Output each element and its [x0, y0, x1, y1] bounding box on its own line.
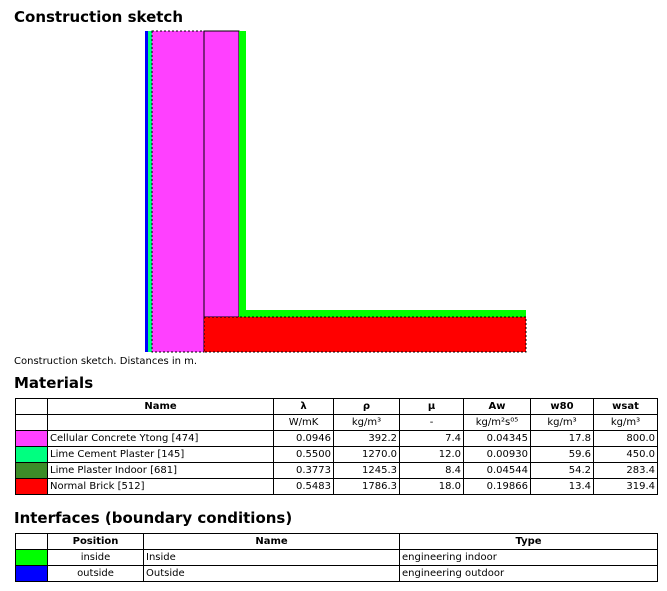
header-row: Name λ ρ μ Aw w80 wsat — [15, 398, 658, 415]
name-cell: Lime Cement Plaster [145] — [47, 446, 274, 463]
sketch-title: Construction sketch — [14, 8, 183, 26]
value-cell: 18.0 — [399, 478, 464, 495]
color-swatch — [15, 478, 48, 495]
color-swatch — [15, 549, 48, 566]
interfaces-table: Position Name Type inside Inside engineering … — [15, 533, 658, 582]
value-cell: 0.5483 — [273, 478, 334, 495]
unit-cell — [47, 414, 274, 431]
interface-cell: Outside — [143, 565, 400, 582]
interface-row: outside Outside engineering outdoor — [15, 565, 658, 582]
column-header: w80 — [530, 398, 594, 415]
value-cell: 1245.3 — [333, 462, 400, 479]
material-row: Lime Plaster Indoor [681] 0.3773 1245.3 8.4… — [15, 462, 658, 479]
interface-cell: Inside — [143, 549, 400, 566]
interfaces-title: Interfaces (boundary conditions) — [14, 509, 293, 527]
column-header: Name — [143, 533, 400, 550]
value-cell: 17.8 — [530, 430, 594, 447]
value-cell: 392.2 — [333, 430, 400, 447]
unit-cell: kg/m²s⁰⁵ — [463, 414, 531, 431]
concrete-layer — [203, 30, 240, 318]
value-cell: 0.5500 — [273, 446, 334, 463]
column-header: Type — [399, 533, 658, 550]
value-cell: 7.4 — [399, 430, 464, 447]
material-row: Cellular Concrete Ytong [474] 0.0946 392.2… — [15, 430, 658, 447]
header-row: Position Name Type — [15, 533, 658, 550]
column-header: Aw — [463, 398, 531, 415]
construction-sketch — [145, 30, 527, 353]
interface-cell: inside — [47, 549, 144, 566]
value-cell: 13.4 — [530, 478, 594, 495]
material-row: Normal Brick [512] 0.5483 1786.3 18.0 0.1986… — [15, 478, 658, 495]
name-cell: Normal Brick [512] — [47, 478, 274, 495]
inside-boundary — [239, 310, 526, 317]
column-header: Name — [47, 398, 274, 415]
swatch-header — [15, 398, 48, 415]
value-cell: 54.2 — [530, 462, 594, 479]
value-cell: 0.0946 — [273, 430, 334, 447]
material-row: Lime Cement Plaster [145] 0.5500 1270.0 12.… — [15, 446, 658, 463]
interface-row: inside Inside engineering indoor — [15, 549, 658, 566]
column-header: μ — [399, 398, 464, 415]
column-header: λ — [273, 398, 334, 415]
outside-boundary — [145, 31, 148, 352]
name-cell: Lime Plaster Indoor [681] — [47, 462, 274, 479]
color-swatch — [15, 430, 48, 447]
plaster-layer — [148, 31, 152, 352]
color-swatch — [15, 446, 48, 463]
value-cell: 450.0 — [593, 446, 658, 463]
name-cell: Cellular Concrete Ytong [474] — [47, 430, 274, 447]
value-cell: 12.0 — [399, 446, 464, 463]
value-cell: 283.4 — [593, 462, 658, 479]
value-cell: 800.0 — [593, 430, 658, 447]
unit-cell: kg/m³ — [530, 414, 594, 431]
unit-cell: - — [399, 414, 464, 431]
value-cell: 0.19866 — [463, 478, 531, 495]
value-cell: 59.6 — [530, 446, 594, 463]
unit-cell: kg/m³ — [333, 414, 400, 431]
interface-cell: outside — [47, 565, 144, 582]
units-row: W/mK kg/m³ - kg/m²s⁰⁵ kg/m³ kg/m³ — [15, 414, 658, 431]
materials-title: Materials — [14, 374, 94, 392]
concrete-layer — [151, 30, 205, 353]
column-header: wsat — [593, 398, 658, 415]
value-cell: 0.04345 — [463, 430, 531, 447]
swatch-header — [15, 533, 48, 550]
column-header: Position — [47, 533, 144, 550]
unit-cell: kg/m³ — [593, 414, 658, 431]
brick-layer — [203, 316, 527, 353]
inside-boundary — [239, 31, 246, 310]
color-swatch — [15, 462, 48, 479]
value-cell: 1270.0 — [333, 446, 400, 463]
swatch-header — [15, 414, 48, 431]
value-cell: 1786.3 — [333, 478, 400, 495]
column-header: ρ — [333, 398, 400, 415]
value-cell: 0.04544 — [463, 462, 531, 479]
materials-table: Name λ ρ μ Aw w80 wsat W/mK kg/m³ - kg/m²s⁰⁵ kg/m³ k… — [15, 398, 658, 495]
interface-cell: engineering outdoor — [399, 565, 658, 582]
unit-cell: W/mK — [273, 414, 334, 431]
value-cell: 0.00930 — [463, 446, 531, 463]
value-cell: 319.4 — [593, 478, 658, 495]
value-cell: 0.3773 — [273, 462, 334, 479]
color-swatch — [15, 565, 48, 582]
sketch-caption: Construction sketch. Distances in m. — [14, 356, 198, 367]
interface-cell: engineering indoor — [399, 549, 658, 566]
value-cell: 8.4 — [399, 462, 464, 479]
